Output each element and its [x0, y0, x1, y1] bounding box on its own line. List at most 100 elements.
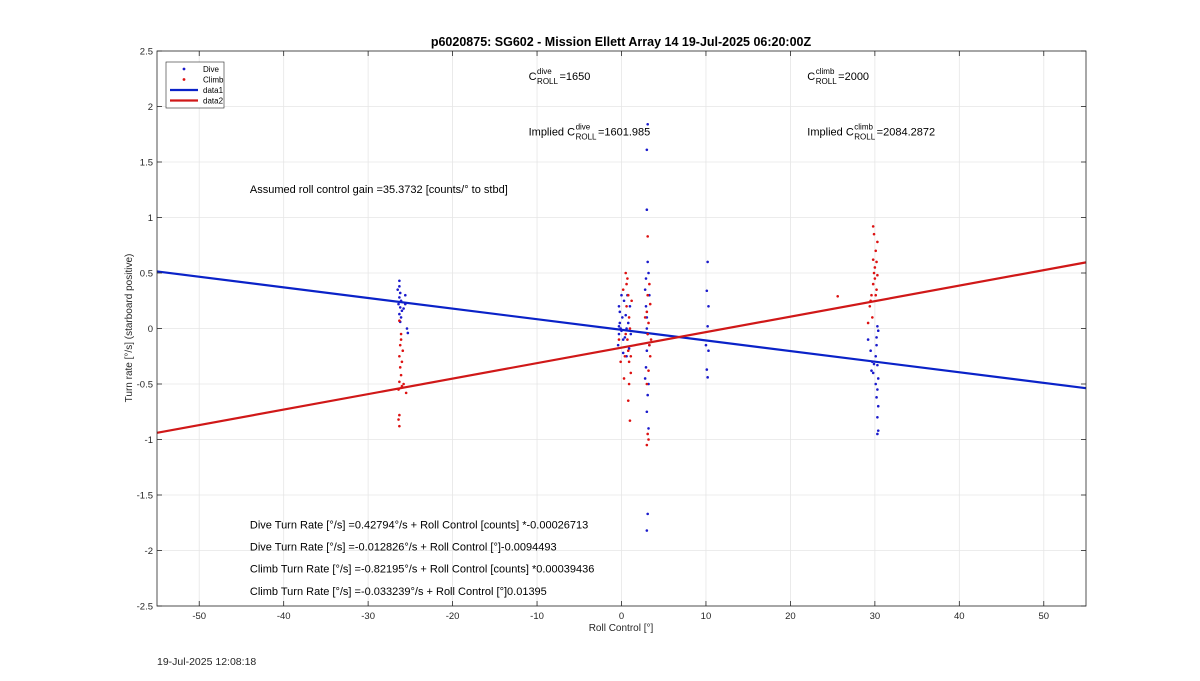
- dive-point: [646, 122, 649, 126]
- dive-point: [876, 429, 880, 432]
- data2-fit-line: [156, 261, 1087, 434]
- climb-point: [627, 360, 631, 364]
- legend-label-climb: Climb: [203, 76, 224, 85]
- x-tick-label: -10: [530, 611, 544, 622]
- dive-point: [647, 427, 650, 430]
- dive-point: [866, 338, 870, 341]
- dive-point: [616, 343, 620, 347]
- dive-point: [621, 351, 625, 355]
- climb-point: [628, 327, 632, 330]
- dive-point: [646, 393, 649, 397]
- dive-point: [871, 360, 874, 364]
- climb-point: [647, 321, 650, 325]
- dive-point: [623, 336, 627, 339]
- climb-point: [400, 360, 404, 364]
- dive-point: [645, 148, 649, 152]
- dive-point: [398, 312, 401, 316]
- x-tick-label: 30: [870, 611, 881, 622]
- coefficient-prefix: C: [529, 71, 537, 83]
- x-tick-label: 0: [619, 611, 624, 622]
- dive-point: [619, 327, 622, 330]
- dive-point: [646, 260, 649, 264]
- coefficient-value: =2000: [838, 71, 869, 83]
- dive-point: [397, 302, 400, 306]
- dive-point: [629, 332, 633, 336]
- climb-point: [619, 360, 622, 364]
- x-tick-label: 50: [1038, 611, 1049, 622]
- dive-point: [620, 293, 623, 297]
- dive-point: [644, 277, 648, 280]
- climb-point: [399, 338, 403, 341]
- dive-point: [627, 347, 631, 350]
- y-tick-label: 0: [148, 324, 153, 335]
- climb-point: [629, 354, 633, 358]
- climb-point: [626, 399, 630, 402]
- dive-point: [644, 305, 648, 308]
- dive-point: [646, 512, 649, 516]
- climb-point: [873, 266, 877, 269]
- coefficient-prefix: Implied C: [529, 126, 576, 138]
- dive-point: [707, 305, 710, 308]
- x-tick-label: -30: [361, 611, 375, 622]
- legend-label-data1: data1: [203, 86, 224, 95]
- climb-point: [627, 382, 631, 386]
- climb-point: [399, 373, 403, 377]
- climb-point: [645, 443, 649, 447]
- dive-point: [399, 299, 403, 303]
- dive-point: [876, 377, 880, 380]
- climb-point: [398, 319, 401, 323]
- dive-point: [617, 324, 621, 328]
- dive-point: [403, 293, 407, 297]
- dive-point: [622, 299, 626, 303]
- climb-point: [623, 354, 627, 358]
- dive-point: [874, 354, 878, 358]
- climb-point: [397, 388, 400, 391]
- climb-point: [622, 377, 626, 380]
- chart-title: p6020875: SG602 - Mission Ellett Array 1…: [431, 35, 812, 49]
- climb-point: [871, 316, 874, 319]
- dive-point: [645, 208, 649, 212]
- coefficient-value: =2084.2872: [877, 126, 935, 138]
- coefficient-subscript: ROLL: [854, 132, 875, 141]
- climb-point: [836, 295, 840, 298]
- dive-point: [398, 279, 401, 283]
- footer-timestamp: 19-Jul-2025 12:08:18: [157, 656, 257, 668]
- scatter-points: [396, 122, 880, 532]
- climb-point: [643, 316, 647, 319]
- climb-point: [646, 235, 649, 238]
- climb-point: [629, 371, 633, 375]
- coefficient-subscript: ROLL: [816, 77, 837, 86]
- climb-point: [876, 240, 879, 244]
- coefficient-value: =1601.985: [598, 126, 650, 138]
- climb-point: [402, 382, 405, 386]
- x-axis-label: Roll Control [°]: [589, 623, 654, 634]
- dive-point: [705, 368, 709, 371]
- annotation-text: Climb Turn Rate [°/s] =-0.82195°/s + Rol…: [250, 564, 595, 576]
- climb-point: [398, 413, 401, 417]
- climb-point: [870, 293, 873, 297]
- dive-point: [706, 376, 709, 379]
- dive-point: [618, 321, 622, 325]
- dive-point: [705, 289, 709, 293]
- dive-point: [643, 377, 647, 380]
- y-tick-label: -2.5: [137, 602, 153, 613]
- climb-point: [871, 258, 875, 261]
- coefficient-superscript: dive: [576, 122, 591, 131]
- climb-point: [630, 299, 633, 303]
- dive-point: [704, 343, 708, 347]
- dive-point: [626, 321, 630, 325]
- dive-point: [643, 288, 647, 291]
- x-tick-label: 20: [785, 611, 796, 622]
- legend-label-dive: Dive: [203, 65, 220, 74]
- x-tick-label: -50: [192, 611, 206, 622]
- dive-point: [875, 336, 878, 339]
- climb-point: [876, 273, 879, 277]
- dive-point: [875, 343, 878, 347]
- climb-point: [628, 419, 632, 422]
- coefficient-superscript: climb: [854, 122, 873, 131]
- dive-point: [400, 309, 404, 313]
